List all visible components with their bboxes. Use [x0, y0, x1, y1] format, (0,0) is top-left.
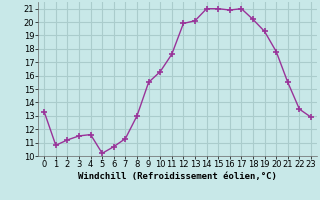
X-axis label: Windchill (Refroidissement éolien,°C): Windchill (Refroidissement éolien,°C) [78, 172, 277, 181]
